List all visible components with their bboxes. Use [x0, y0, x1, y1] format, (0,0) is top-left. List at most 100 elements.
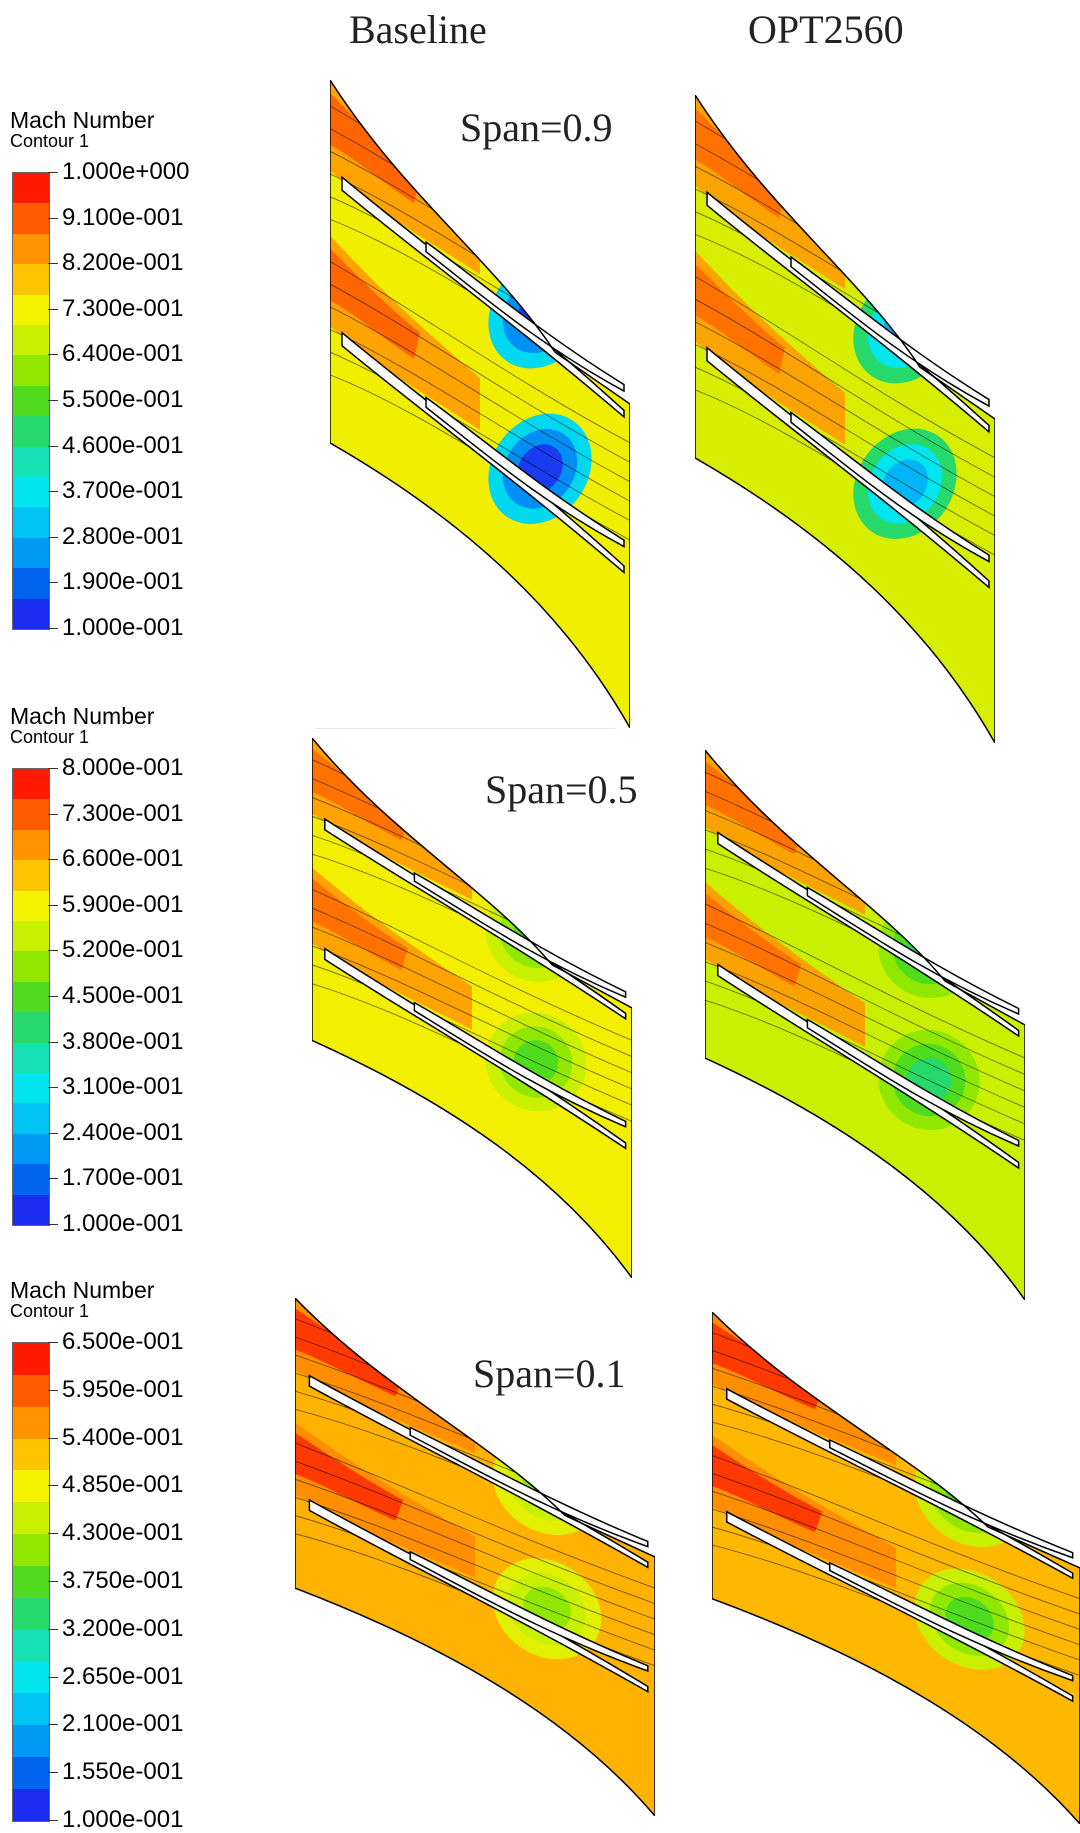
legend-title: Mach Number	[10, 107, 155, 133]
colorbar-band	[13, 1164, 49, 1195]
contour-line	[695, 366, 995, 536]
legend-tick	[48, 1724, 58, 1726]
contour-line	[712, 1526, 1080, 1661]
contour-line	[330, 283, 630, 463]
legend-subtitle: Contour 1	[10, 131, 90, 151]
colorbar-band	[13, 890, 49, 922]
colorbar	[12, 768, 50, 1226]
column-title-opt2560: OPT2560	[748, 7, 904, 52]
colorbar-band	[13, 1406, 49, 1439]
contour-band	[695, 263, 785, 374]
blade-profile	[409, 1550, 649, 1673]
legend-tick-label: 2.800e-001	[62, 522, 184, 550]
contour-line	[695, 344, 995, 517]
contour-line	[712, 1508, 1080, 1646]
contour-baseline-span-09	[330, 80, 630, 728]
colorbar-band	[13, 477, 49, 508]
legend-tick-label: 5.500e-001	[62, 386, 184, 413]
colorbar-band	[13, 1629, 49, 1662]
legend-tick	[48, 1178, 58, 1180]
legend-tick	[48, 1224, 58, 1225]
legend-tick-label: 6.400e-001	[62, 340, 184, 368]
colorbar-band	[13, 829, 49, 861]
legend-tick	[48, 1437, 58, 1439]
contour-band	[712, 1445, 823, 1533]
colorbar-band	[13, 860, 49, 891]
colorbar-band	[13, 1470, 49, 1503]
legend-tick-label: 3.100e-001	[62, 1073, 184, 1101]
colorbar-band	[13, 385, 49, 417]
colorbar-band	[13, 951, 49, 982]
legend-tick-label: 3.700e-001	[62, 477, 184, 505]
blade-profile	[425, 240, 625, 393]
legend-tick	[48, 1041, 58, 1043]
legend-title: Mach Number	[10, 703, 155, 729]
passage-outline	[312, 738, 632, 1278]
blade-profile	[806, 886, 1020, 1016]
legend-tick	[48, 1132, 58, 1134]
contour-band	[312, 878, 408, 971]
legend-tick	[48, 445, 58, 447]
column-title-baseline: Baseline	[349, 7, 487, 52]
legend-tick-label: 5.900e-001	[62, 890, 184, 918]
legend-tick-label: 7.300e-001	[62, 799, 184, 827]
contour-line	[712, 1490, 1080, 1630]
legend-tick-label: 1.000e-001	[62, 1210, 184, 1237]
legend-tick	[48, 172, 58, 173]
contour-line	[695, 276, 995, 459]
legend-tick-label: 3.200e-001	[62, 1614, 184, 1642]
legend-tick-label: 2.400e-001	[62, 1118, 184, 1146]
colorbar	[12, 1342, 50, 1822]
contour-opt2560-span-09	[695, 95, 995, 743]
contour-opt2560-span-05	[705, 750, 1025, 1300]
contour-line	[712, 1454, 1080, 1600]
legend-tick	[48, 904, 58, 906]
legend-tick-label: 8.000e-001	[62, 754, 184, 781]
colorbar-band	[13, 173, 49, 204]
legend-tick-label: 6.500e-001	[62, 1328, 184, 1355]
legend-tick	[48, 950, 58, 952]
colorbar-band	[13, 1194, 49, 1226]
contour-band	[712, 1322, 823, 1410]
legend-tick-label: 4.300e-001	[62, 1519, 184, 1547]
legend-tick	[48, 859, 58, 861]
legend-tick-label: 1.000e+000	[62, 158, 190, 185]
colorbar-band	[13, 264, 49, 295]
contour-line	[330, 306, 630, 483]
contour-band	[295, 1308, 403, 1397]
legend-tick-label: 4.500e-001	[62, 982, 184, 1009]
legend-tick	[48, 263, 58, 265]
colorbar-legend-span-01: Mach Number Contour 1 6.500e-001 5.950e-0…	[10, 1278, 260, 1832]
colorbar	[12, 172, 50, 630]
colorbar-band	[13, 203, 49, 234]
legend-tick	[48, 1087, 58, 1089]
legend-tick	[48, 354, 58, 356]
colorbar-band	[13, 598, 49, 630]
contour-line	[295, 1497, 655, 1636]
contour-line	[312, 926, 632, 1074]
colorbar-band	[13, 981, 49, 1013]
blade-profile	[425, 396, 625, 548]
blade-profile	[413, 1001, 627, 1128]
contour-line	[312, 888, 632, 1041]
colorbar-band	[13, 1103, 49, 1134]
legend-tick-label: 1.550e-001	[62, 1758, 184, 1786]
legend-tick-label: 5.200e-001	[62, 936, 184, 964]
contour-line	[312, 964, 632, 1106]
legend-tick	[48, 1342, 58, 1343]
legend-tick-label: 5.400e-001	[62, 1423, 184, 1451]
contour-band	[705, 761, 801, 855]
colorbar-band	[13, 1566, 49, 1598]
legend-tick-label: 3.800e-001	[62, 1027, 184, 1055]
legend-tick	[48, 217, 58, 219]
colorbar-band	[13, 294, 49, 326]
legend-tick-label: 4.600e-001	[62, 431, 184, 459]
contour-line	[705, 922, 1025, 1075]
colorbar-band	[13, 325, 49, 356]
colorbar-band	[13, 769, 49, 800]
colorbar-band	[13, 1133, 49, 1165]
colorbar-band	[13, 537, 49, 569]
contour-line	[312, 945, 632, 1090]
colorbar-band	[13, 1597, 49, 1630]
contour-line	[295, 1478, 655, 1620]
